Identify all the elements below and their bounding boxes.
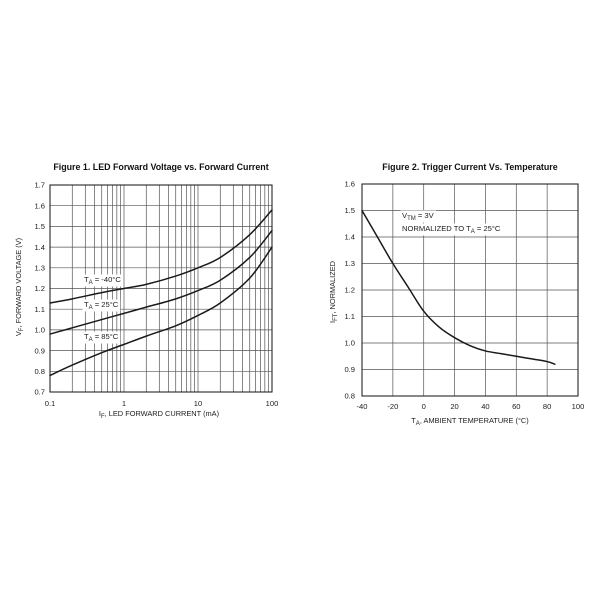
- series-label-subscript: A: [89, 280, 93, 286]
- annotation-vtm-symbol: V: [402, 211, 408, 220]
- figure-2-x-tick-label: 100: [572, 402, 585, 411]
- figure-2-y-tick-label: 1.1: [344, 312, 355, 321]
- figure-2-x-tick-label: 20: [450, 402, 458, 411]
- figure-1-x-tick-label: 0.1: [45, 399, 56, 408]
- series-label-background: [82, 274, 123, 287]
- figure-2-annotation-test-voltage: VTM = 3V: [400, 210, 437, 223]
- figure-2-annotation-normalized: NORMALIZED TO TA = 25°C: [402, 224, 501, 235]
- figure-1-tick-labels: 0.7 0.8 0.9 1.0 1.1 1.2 1.3 1.4 1.5 1.6 1.7 0.1 1 10 1…: [34, 181, 278, 408]
- figure-2-y-axis-label-subscript: FT: [333, 313, 339, 321]
- figure-1-y-axis-label-symbol: V: [14, 331, 23, 336]
- figure-1-y-tick-label: 1.4: [34, 243, 45, 252]
- figure-1-y-tick-label: 1.6: [34, 201, 45, 210]
- figure-1-y-tick-label: 1.7: [34, 181, 45, 190]
- figure-1-series-line-3: [49, 246, 273, 377]
- figure-1-series-label-text: TA = 25°C: [84, 300, 119, 311]
- figure-2-y-tick-label: 0.9: [344, 365, 355, 374]
- figure-2-x-tick-label: 0: [422, 402, 426, 411]
- series-label-subscript: A: [89, 305, 93, 311]
- figure-2-annotation-vtm: VTM = 3V: [402, 211, 435, 222]
- figure-1-plot-frame: [49, 184, 273, 393]
- figure-1-y-tick-label: 1.0: [34, 326, 45, 335]
- figure-2-x-tick-label: -40: [357, 402, 368, 411]
- annotation-vtm-subscript: TM: [407, 216, 416, 222]
- figure-1-x-tick-label: 1: [122, 399, 126, 408]
- figure-2-x-axis-label-subscript: A: [416, 421, 420, 427]
- figure-1-y-tick-label: 0.9: [34, 346, 45, 355]
- figure-2-y-tick-label: 1.4: [344, 233, 355, 242]
- figure-1-x-axis-label-symbol: I: [99, 409, 101, 418]
- figure-2-series: [361, 209, 556, 365]
- figure-2-annotations: VTM = 3V NORMALIZED TO TA = 25°C: [400, 210, 503, 236]
- figure-2-title: Figure 2. Trigger Current Vs. Temperatur…: [382, 162, 557, 172]
- series-label-subscript: A: [89, 337, 93, 343]
- figure-1-x-axis-label-subscript: F: [101, 414, 105, 420]
- figure-1-series-label-3: TA = 85°C: [82, 331, 121, 344]
- series-label-value: = 25°C: [93, 300, 119, 309]
- figure-1-series-label-2: TA = 25°C: [82, 299, 121, 312]
- figure-2-y-tick-label: 1.3: [344, 259, 355, 268]
- annotation-background: [400, 210, 437, 223]
- figure-2-x-tick-label: -20: [387, 402, 398, 411]
- figure-1-y-tick-label: 0.8: [34, 367, 45, 376]
- series-label-background: [82, 331, 121, 344]
- figure-2-y-tick-label: 0.8: [344, 392, 355, 401]
- annotation-vtm-value: = 3V: [416, 211, 435, 220]
- figure-2-series-line-1: [361, 209, 556, 365]
- figure-1: Figure 1. LED Forward Voltage vs. Forwar…: [14, 162, 278, 420]
- figure-2-plot-frame: [361, 183, 579, 397]
- series-label-symbol: T: [84, 300, 89, 309]
- figure-1-y-axis-label: VF, FORWARD VOLTAGE (V): [14, 238, 25, 336]
- annotation-background: [400, 223, 503, 236]
- figure-1-y-axis-label-subscript: F: [19, 327, 25, 331]
- figure-2-x-tick-label: 60: [512, 402, 520, 411]
- series-label-symbol: T: [84, 332, 89, 341]
- figure-1-y-tick-label: 1.3: [34, 264, 45, 273]
- figure-1-x-tick-label: 10: [194, 399, 202, 408]
- series-label-value: = -40°C: [93, 275, 122, 284]
- series-label-value: = 85°C: [93, 332, 119, 341]
- series-label-background: [82, 299, 121, 312]
- figure-1-x-tick-label: 100: [266, 399, 279, 408]
- figure-1-x-axis-label: IF, LED FORWARD CURRENT (mA): [99, 409, 219, 420]
- figure-2-x-axis-label-symbol: T: [411, 416, 416, 425]
- figure-1-series-label-1: TA = -40°C: [82, 274, 123, 287]
- annotation-normalized-subscript: A: [471, 229, 475, 235]
- figure-1-y-axis-label-text: , FORWARD VOLTAGE (V): [14, 238, 23, 328]
- figure-1-title: Figure 1. LED Forward Voltage vs. Forwar…: [53, 162, 268, 172]
- figure-2-y-tick-label: 1.6: [344, 180, 355, 189]
- annotation-normalized-text: NORMALIZED TO T: [402, 224, 471, 233]
- figure-2-annotation-normalization: NORMALIZED TO TA = 25°C: [400, 223, 503, 236]
- figure-2-x-axis-label-text: , AMBIENT TEMPERATURE (°C): [420, 416, 529, 425]
- figure-1-y-tick-label: 0.7: [34, 388, 45, 397]
- figure-2-x-tick-label: 40: [481, 402, 489, 411]
- series-label-symbol: T: [84, 275, 89, 284]
- figure-2-y-tick-label: 1.0: [344, 339, 355, 348]
- figure-1-x-axis-label-text: , LED FORWARD CURRENT (mA): [105, 409, 219, 418]
- figure-1-y-tick-label: 1.1: [34, 305, 45, 314]
- figure-1-y-tick-label: 1.5: [34, 222, 45, 231]
- figure-2: Figure 2. Trigger Current Vs. Temperatur…: [328, 162, 584, 427]
- figure-1-series-label-text: TA = 85°C: [84, 332, 119, 343]
- figure-2-tick-labels: 0.8 0.9 1.0 1.1 1.2 1.3 1.4 1.5 1.6 -40 -20 0 20 40 60…: [344, 180, 584, 411]
- figure-2-y-tick-label: 1.5: [344, 206, 355, 215]
- figure-2-y-axis-label: IFT, NORMALIZED: [328, 261, 339, 323]
- figure-1-series: [49, 209, 273, 377]
- figure-2-x-tick-label: 80: [543, 402, 551, 411]
- figure-1-series-line-2: [49, 229, 273, 335]
- figure-1-series-labels: TA = -40°CTA = 25°CTA = 85°C: [82, 274, 123, 344]
- figure-2-y-axis-label-text: , NORMALIZED: [328, 261, 337, 314]
- figure-1-y-tick-label: 1.2: [34, 284, 45, 293]
- figure-1-series-line-1: [49, 209, 273, 304]
- annotation-normalized-value: = 25°C: [475, 224, 501, 233]
- figure-1-series-label-text: TA = -40°C: [84, 275, 121, 286]
- figure-2-y-axis-label-symbol: I: [328, 321, 337, 323]
- figure-2-x-axis-label: TA, AMBIENT TEMPERATURE (°C): [411, 416, 528, 427]
- figure-2-y-tick-label: 1.2: [344, 286, 355, 295]
